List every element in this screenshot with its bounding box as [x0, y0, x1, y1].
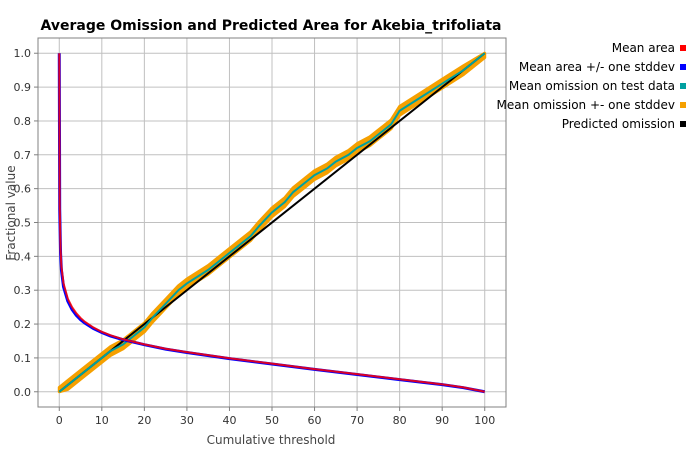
series-mean-area [58, 53, 485, 393]
y-tick-label: 0.5 [14, 217, 32, 230]
y-tick-label: 0.6 [14, 183, 32, 196]
y-axis-label: Fractional value [4, 165, 18, 260]
y-tick-label: 0.0 [14, 386, 32, 399]
legend-swatch [680, 102, 686, 108]
legend-swatch [680, 45, 686, 51]
axes: 0 10 20 30 40 50 60 70 80 90 100 0.0 0.1 0.2 0.3 0.4 0.5… [14, 37, 507, 427]
legend-swatch [680, 64, 686, 70]
y-tick-label: 1.0 [14, 47, 32, 60]
y-tick-label: 0.8 [14, 115, 32, 128]
series-predicted-omission [58, 52, 486, 393]
y-tick-label: 0.1 [14, 352, 32, 365]
x-tick-label: 10 [95, 414, 109, 427]
x-tick-label: 60 [308, 414, 322, 427]
x-tick-label: 50 [265, 414, 279, 427]
legend-label: Mean area +/- one stddev [519, 60, 675, 74]
x-tick-label: 30 [180, 414, 194, 427]
x-tick-label: 20 [137, 414, 151, 427]
legend-label: Mean omission +- one stddev [497, 98, 676, 112]
y-tick-label: 0.7 [14, 149, 32, 162]
x-tick-label: 80 [393, 414, 407, 427]
y-tick-label: 0.9 [14, 81, 32, 94]
x-tick-label: 70 [350, 414, 364, 427]
x-tick-label: 40 [222, 414, 236, 427]
legend-swatch [680, 83, 686, 89]
gridlines [38, 38, 506, 407]
legend: Mean area Mean area +/- one stddev Mean om… [497, 41, 686, 131]
y-tick-label: 0.4 [14, 250, 32, 263]
series-mean-omission [58, 52, 486, 393]
series-layer [57, 51, 487, 394]
x-axis-label: Cumulative threshold [207, 433, 336, 447]
legend-label: Mean area [612, 41, 675, 55]
y-tick-label: 0.2 [14, 318, 32, 331]
x-tick-label: 0 [56, 414, 63, 427]
chart-title: Average Omission and Predicted Area for … [41, 18, 502, 34]
x-tick-label: 90 [435, 414, 449, 427]
legend-swatch [680, 121, 686, 127]
legend-label: Predicted omission [562, 117, 675, 131]
legend-label: Mean omission on test data [509, 79, 675, 93]
x-tick-label: 100 [474, 414, 495, 427]
y-tick-label: 0.3 [14, 284, 32, 297]
